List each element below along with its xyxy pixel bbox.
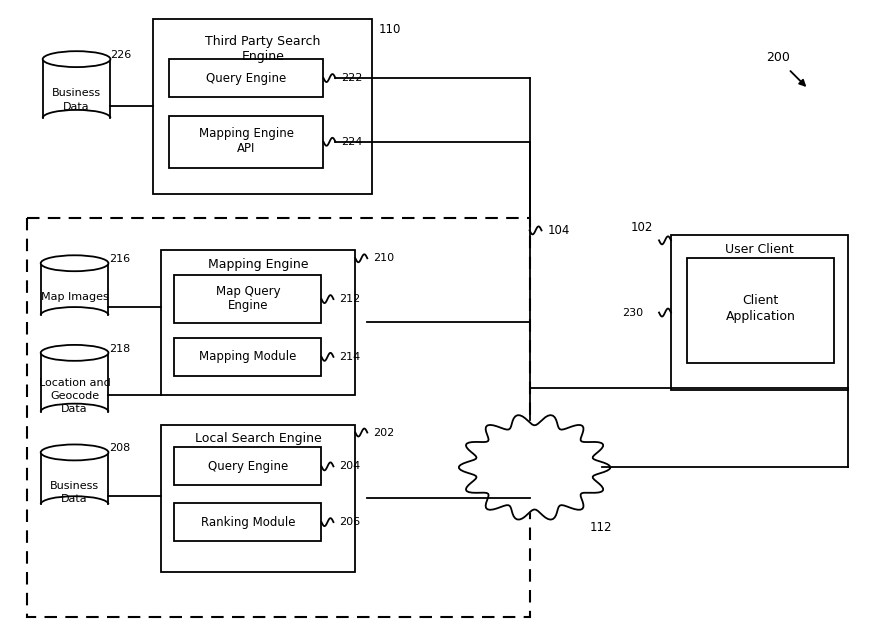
Text: Query Engine: Query Engine: [206, 71, 286, 85]
Bar: [174, 503, 322, 541]
Bar: [169, 116, 324, 168]
Text: 206: 206: [339, 517, 360, 527]
Text: 200: 200: [766, 51, 790, 64]
Text: 212: 212: [339, 294, 361, 304]
Text: Engine: Engine: [242, 50, 284, 62]
Text: Map Images: Map Images: [41, 292, 108, 302]
Text: Mapping Engine: Mapping Engine: [208, 258, 309, 271]
Bar: [174, 275, 322, 323]
Bar: [161, 250, 356, 395]
Text: Map Query: Map Query: [215, 285, 280, 298]
Text: Third Party Search: Third Party Search: [205, 35, 320, 48]
Bar: [41, 453, 108, 504]
Text: Geocode: Geocode: [50, 391, 99, 401]
Text: 204: 204: [339, 462, 361, 471]
Text: 208: 208: [109, 444, 131, 453]
Text: Query Engine: Query Engine: [208, 460, 288, 473]
Text: 202: 202: [373, 428, 394, 437]
Bar: [43, 59, 111, 118]
Text: User Client: User Client: [726, 243, 794, 256]
Text: Data: Data: [61, 404, 88, 413]
Bar: [41, 263, 108, 315]
Ellipse shape: [43, 51, 111, 67]
Ellipse shape: [41, 255, 108, 271]
Bar: [687, 258, 835, 363]
Bar: [169, 59, 324, 97]
Text: Business: Business: [50, 481, 99, 491]
Text: Engine: Engine: [228, 298, 268, 312]
Text: Business: Business: [52, 88, 101, 98]
Ellipse shape: [41, 345, 108, 361]
Text: 230: 230: [622, 307, 644, 318]
Text: Mapping Module: Mapping Module: [199, 350, 296, 363]
Text: Client: Client: [742, 294, 779, 307]
Bar: [153, 19, 372, 194]
Text: Data: Data: [61, 494, 88, 504]
Text: Location and: Location and: [38, 377, 111, 388]
Text: 214: 214: [339, 352, 361, 362]
Text: 104: 104: [548, 224, 570, 237]
Text: API: API: [237, 142, 255, 155]
Bar: [174, 338, 322, 376]
Text: Mapping Engine: Mapping Engine: [199, 127, 294, 140]
Polygon shape: [459, 415, 610, 520]
Bar: [671, 235, 848, 390]
Text: 110: 110: [378, 23, 400, 36]
Text: Data: Data: [64, 102, 90, 112]
Text: 224: 224: [342, 137, 363, 147]
Bar: [27, 219, 529, 617]
Text: Application: Application: [726, 309, 795, 323]
Text: Ranking Module: Ranking Module: [201, 516, 295, 529]
Text: 112: 112: [589, 521, 612, 534]
Text: 210: 210: [373, 253, 394, 263]
Text: Local Search Engine: Local Search Engine: [195, 432, 322, 445]
Ellipse shape: [41, 444, 108, 460]
Bar: [41, 353, 108, 412]
Bar: [161, 424, 356, 572]
Text: 216: 216: [109, 254, 131, 264]
Text: 218: 218: [109, 344, 131, 354]
Text: 226: 226: [111, 50, 132, 60]
Text: 102: 102: [630, 221, 653, 234]
Text: 222: 222: [342, 73, 363, 83]
Bar: [174, 448, 322, 485]
